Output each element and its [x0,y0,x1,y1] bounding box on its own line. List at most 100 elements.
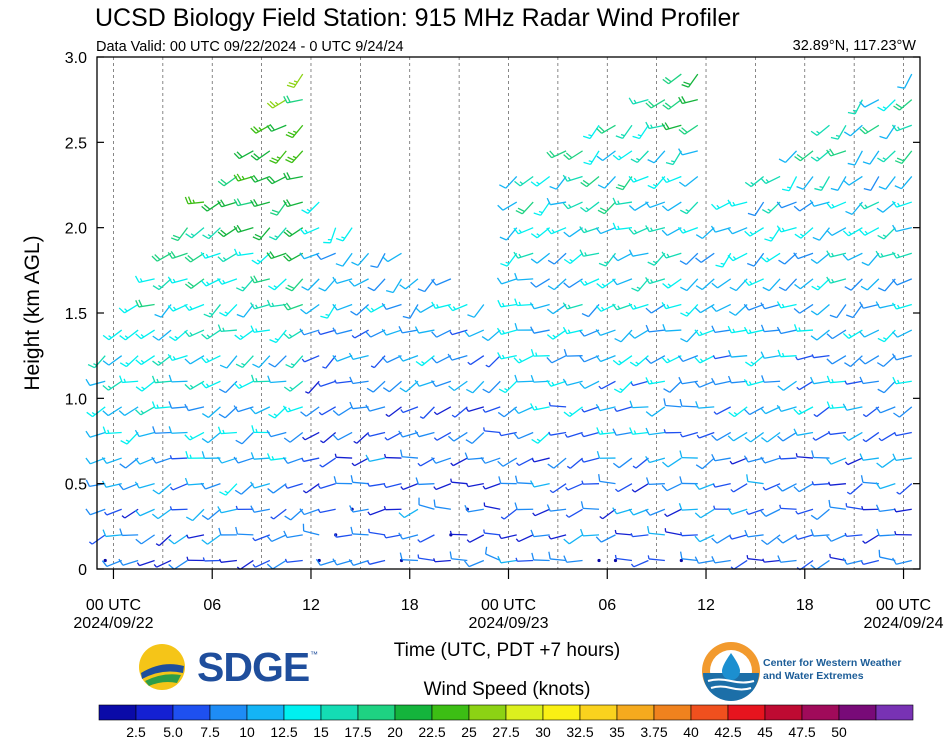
wind-barb-flag [184,434,191,441]
wind-barb-flag [233,248,239,256]
wind-barb-flag [694,535,701,543]
wind-barb-half-flag [637,134,642,137]
wind-barb-flag [201,451,206,459]
wind-barb [629,355,649,367]
wind-barb-half-flag [252,537,256,542]
wind-barb [863,176,880,191]
wind-barb-flag [168,538,175,545]
wind-barb-half-flag [367,511,371,516]
wind-barb-staff [107,406,123,417]
wind-barb-flag [549,185,557,190]
wind-barb [842,403,863,411]
wind-barb-half-flag [322,366,326,369]
wind-barb-staff [716,201,732,211]
wind-barb [859,227,880,236]
wind-barb-flag [810,335,818,341]
wind-barb [315,558,336,566]
wind-barb-flag [102,480,107,488]
wind-barb-staff [171,508,188,511]
wind-barb [695,278,715,291]
wind-barb [710,303,731,313]
wind-barb-staff [536,252,551,264]
wind-barb [513,431,534,440]
wind-barb-half-flag [567,176,571,181]
wind-barb-flag [414,379,420,387]
wind-barb [583,150,600,166]
wind-barb [878,176,896,190]
wind-barb-half-flag [828,481,831,486]
wind-barb [892,329,913,338]
wind-barb [826,227,847,237]
wind-barb-flag [250,154,258,161]
wind-barb-flag [597,209,605,215]
wind-barb [876,201,896,213]
wind-barb-flag [530,233,538,239]
wind-barb [483,502,501,510]
wind-barb [892,353,912,361]
wind-barb-staff [376,252,386,268]
wind-barb-half-flag [224,311,229,315]
wind-barb [548,402,567,408]
wind-barb-flag [826,333,833,340]
wind-barb-flag [680,337,688,343]
wind-barb-staff [550,431,567,436]
wind-barb-flag [365,404,371,412]
wind-barb-half-flag [351,462,356,467]
wind-barb [861,252,880,266]
wind-barb-half-flag [614,407,618,412]
wind-barb-half-flag [831,404,834,409]
wind-barb [596,427,616,435]
wind-barb [694,483,715,491]
wind-barb-flag [448,385,455,392]
wind-barb-flag [253,153,260,159]
wind-barb-flag [580,528,584,537]
wind-barb [483,529,501,536]
wind-barb-flag [398,532,404,540]
wind-barb-flag [727,375,732,384]
wind-barb-half-flag [713,411,718,415]
wind-barb [431,278,452,286]
wind-barb-flag [201,412,209,419]
wind-barb-staff [369,508,386,516]
wind-barb [217,456,238,464]
wind-barb-staff [668,73,682,85]
wind-barb [694,380,715,388]
wind-barb-flag [269,176,276,183]
wind-barb [813,406,830,418]
wind-barb-half-flag [664,513,668,517]
wind-barb-flag [286,84,295,89]
wind-barb-staff [883,355,896,367]
wind-barb-half-flag [883,337,887,340]
wind-barb [482,380,501,394]
wind-barb-flag [530,258,538,264]
wind-barb [485,355,501,368]
wind-barb-staff [590,150,600,165]
wind-barb-flag [810,514,818,521]
wind-barb [842,227,863,237]
wind-barb-flag [530,348,535,357]
wind-barb [645,427,665,436]
wind-barb [233,173,254,182]
wind-barb-half-flag [400,486,404,490]
wind-barb-staff [354,278,369,287]
wind-barb-half-flag [238,251,242,256]
wind-barb-staff [138,431,155,438]
wind-barb-half-flag [238,383,243,388]
wind-barb-staff [648,483,665,485]
wind-barb-staff [253,508,270,513]
wind-barb-flag [417,288,425,293]
wind-barb-half-flag [255,328,258,333]
wind-barb [135,329,155,340]
wind-barb-staff [583,534,600,537]
wind-barb-half-flag [666,304,670,309]
wind-barb-flag [711,434,718,441]
wind-barb-flag [431,357,438,364]
wind-barb-staff [616,406,633,412]
wind-barb-flag [615,186,624,191]
wind-barb-calm [103,558,107,563]
wind-barb-flag [315,253,322,260]
wind-barb-flag [842,434,849,441]
wind-barb-staff [846,380,863,385]
wind-barb-staff [271,175,287,185]
wind-barb-flag [830,136,839,140]
